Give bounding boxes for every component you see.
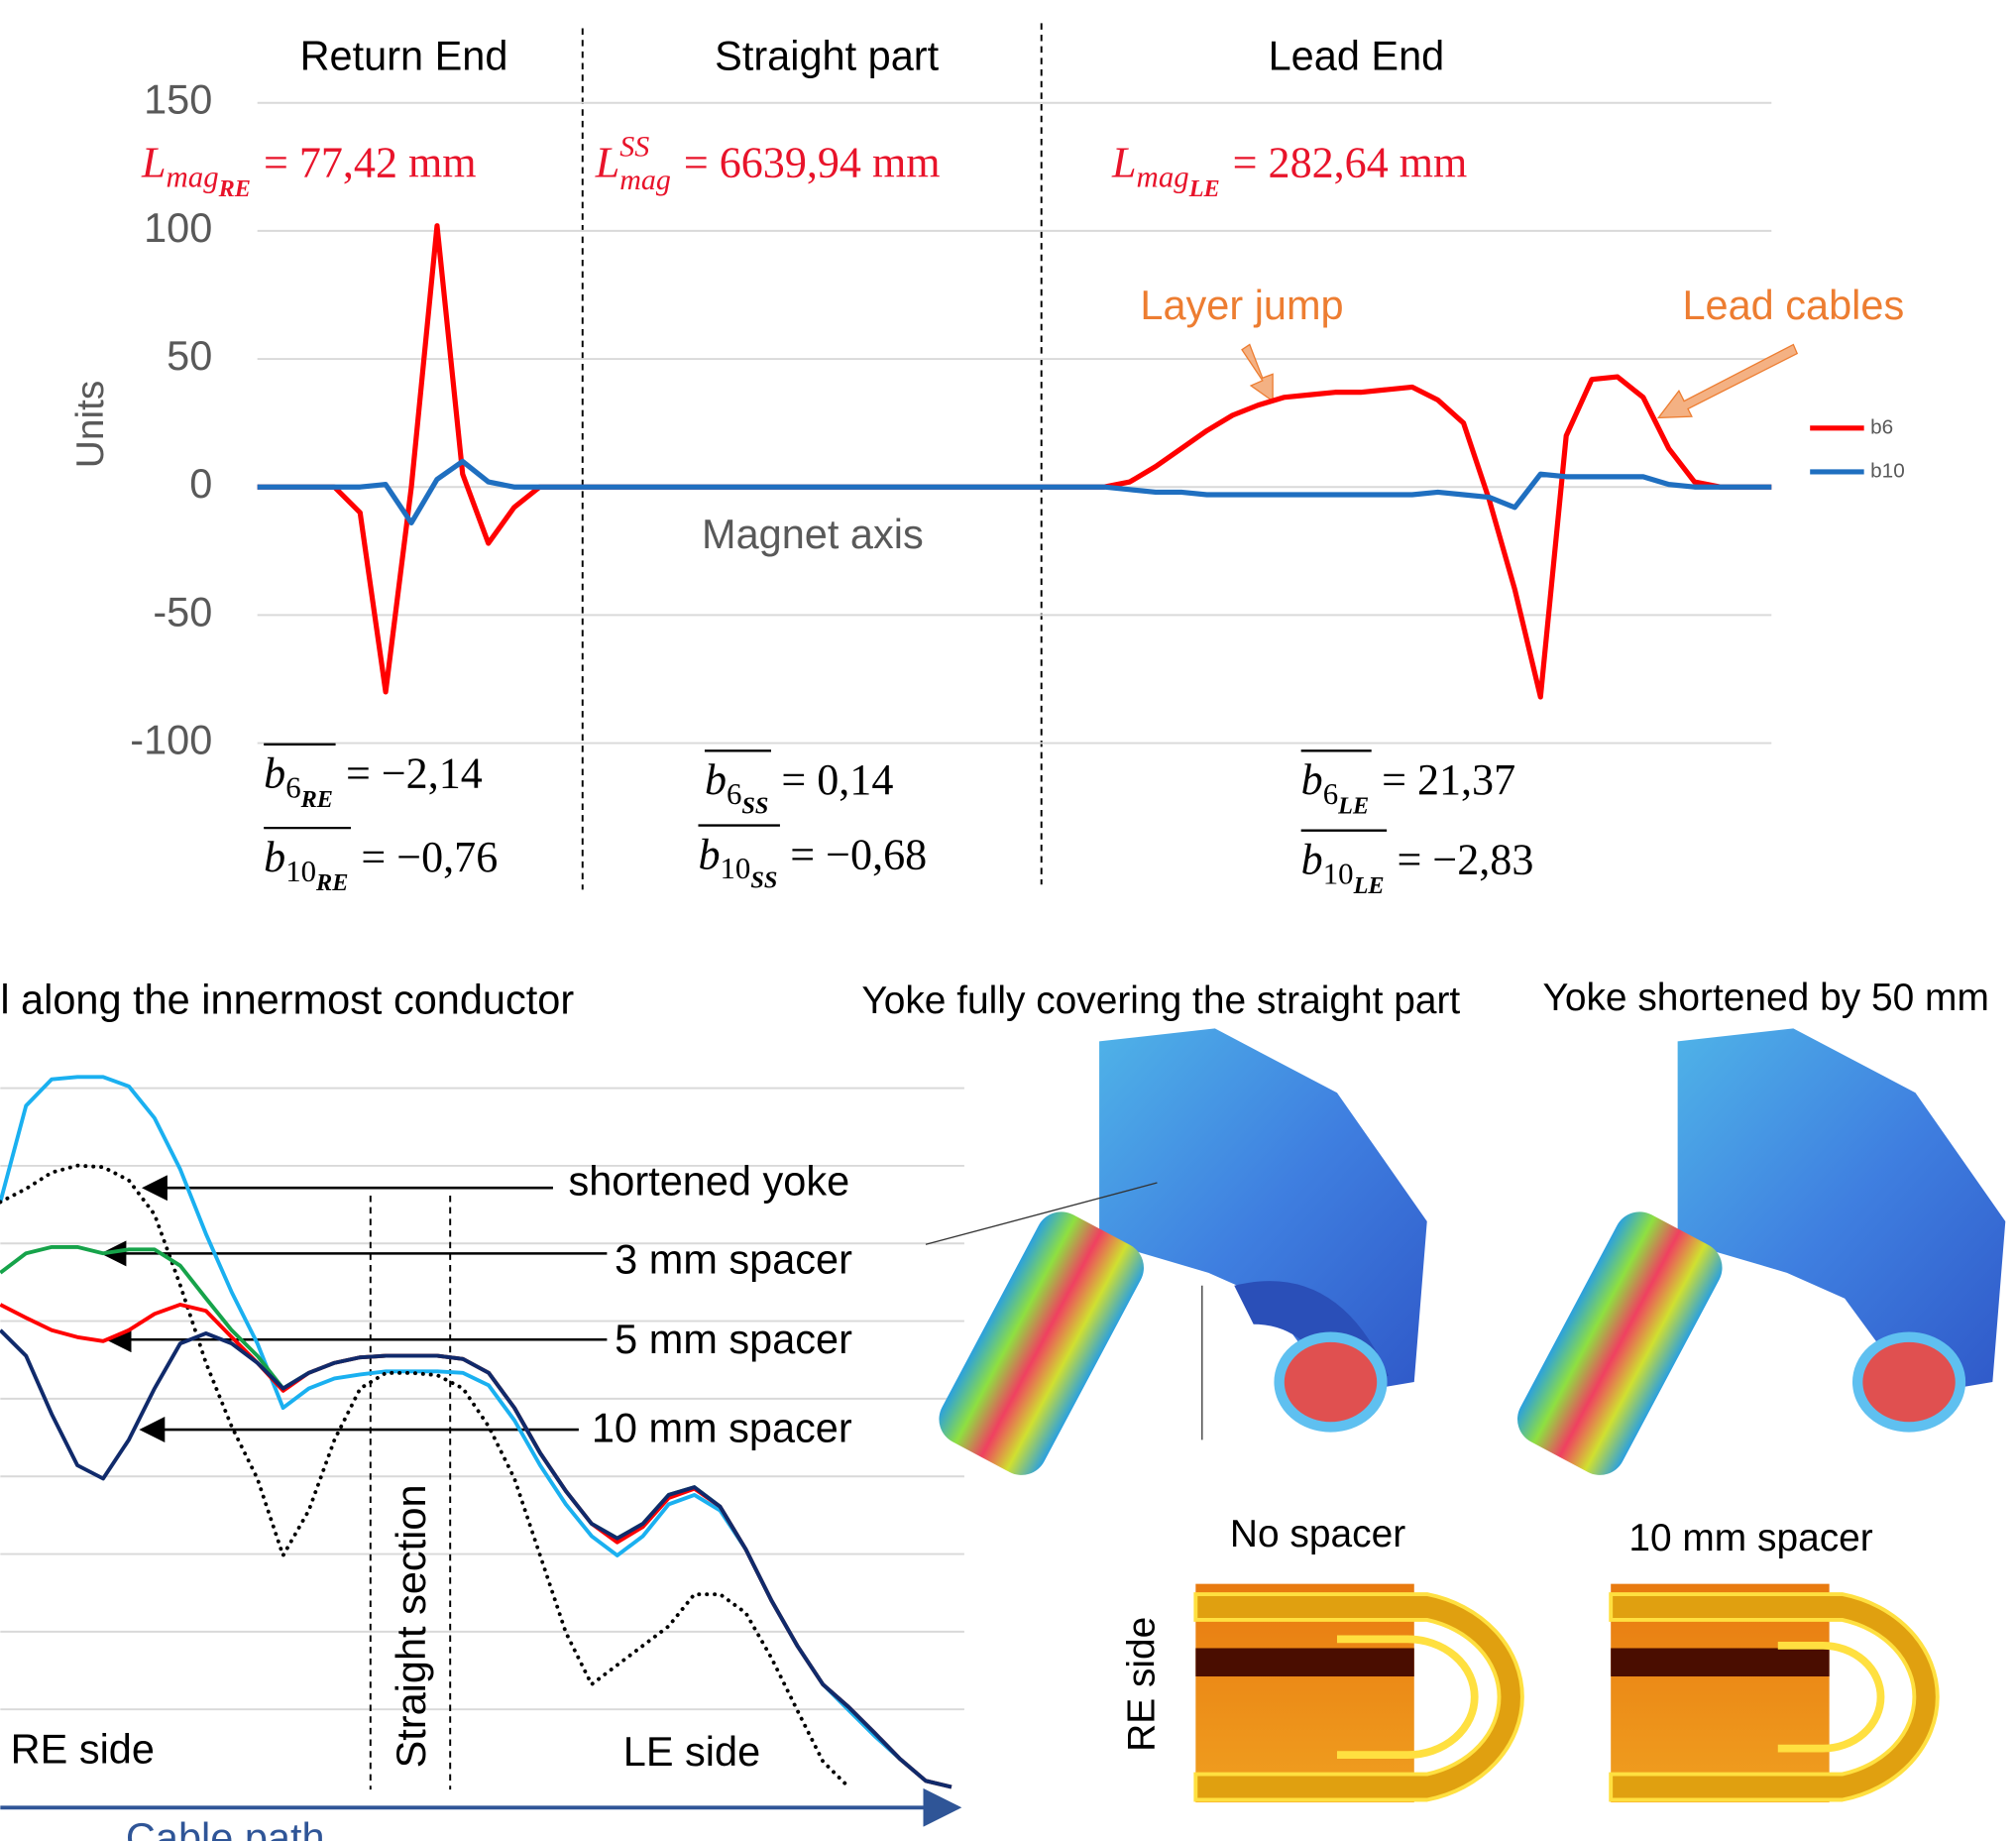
series-label: 10 mm spacer xyxy=(592,1404,852,1450)
yoke-render xyxy=(926,1028,1427,1484)
yoke xyxy=(1678,1028,2006,1395)
annotation-arrow xyxy=(1242,345,1273,402)
formula-base: b xyxy=(264,833,285,881)
formula-rest: = −0,76 xyxy=(361,833,498,881)
formula: b6LE = 21,37 xyxy=(1301,755,1515,819)
coil-body xyxy=(930,1203,1153,1484)
formula-sub: 10 xyxy=(721,852,751,885)
chart-title: l along the innermost conductor xyxy=(0,976,574,1022)
formula-rest: = 77,42 mm xyxy=(264,139,477,187)
y-tick-label: 150 xyxy=(144,76,212,123)
formula-base: L xyxy=(595,139,620,187)
formula-rest: = −2,83 xyxy=(1398,836,1534,884)
yoke xyxy=(1099,1028,1427,1395)
formula-rest: = 21,37 xyxy=(1382,755,1515,804)
section-label: Return End xyxy=(300,33,508,79)
section-label: Straight section xyxy=(388,1484,434,1768)
legend-label: b6 xyxy=(1870,415,1893,438)
y-tick-label: 0 xyxy=(189,460,212,507)
formula-sub: mag xyxy=(166,161,218,194)
panel-title: Yoke fully covering the straight part xyxy=(861,979,1460,1022)
y-tick-label: -50 xyxy=(153,588,212,634)
formula-subsub: RE xyxy=(315,869,348,896)
formula-base: b xyxy=(698,830,720,878)
formula-base: b xyxy=(1301,755,1323,804)
formula-subsub: LE xyxy=(1337,792,1369,819)
formula-rest: = 6639,94 mm xyxy=(684,139,941,187)
section-label: Straight part xyxy=(715,33,939,79)
series-label: 5 mm spacer xyxy=(615,1316,852,1362)
series-label: shortened yoke xyxy=(568,1157,849,1204)
coil-end-render xyxy=(1611,1584,1938,1802)
series-line xyxy=(258,226,1772,697)
formula-sub: 6 xyxy=(1323,777,1338,811)
formula-sup: SS xyxy=(619,130,649,163)
formula-rest: = −2,14 xyxy=(346,749,483,798)
coil-gap xyxy=(1195,1648,1413,1676)
annotation: Lead cables xyxy=(1682,282,1904,328)
formula: b6RE = −2,14 xyxy=(264,749,483,813)
formula-subsub: RE xyxy=(218,174,251,201)
x-axis-label: Cable path xyxy=(126,1814,325,1841)
y-tick-label: 50 xyxy=(167,332,212,379)
formula: b6SS = 0,14 xyxy=(705,755,893,819)
legend-label: b10 xyxy=(1870,459,1905,482)
page: {"chart_data": [ {"type": "line", "secti… xyxy=(0,0,2016,1841)
panel-label: 10 mm spacer xyxy=(1628,1517,1872,1559)
formula-base: L xyxy=(141,139,167,187)
coil-end xyxy=(1280,1337,1383,1428)
section-label: Lead End xyxy=(1269,33,1445,79)
series-label: 3 mm spacer xyxy=(615,1235,852,1282)
formula-subsub: SS xyxy=(741,792,768,819)
yoke-render xyxy=(1509,1028,2005,1484)
side-label: RE side xyxy=(1121,1617,1164,1752)
annotation: Layer jump xyxy=(1140,282,1343,328)
coil-gap xyxy=(1611,1648,1829,1676)
series-line xyxy=(0,1305,952,1787)
formula-sub: mag xyxy=(619,164,671,196)
formula: b10LE = −2,83 xyxy=(1301,836,1534,899)
formula-base: b xyxy=(1301,836,1323,884)
series-line xyxy=(258,461,1772,522)
formula: b10RE = −0,76 xyxy=(264,833,498,896)
formula-subsub: RE xyxy=(300,785,333,812)
annotation: Magnet axis xyxy=(702,511,924,557)
formula-rest: = 0,14 xyxy=(781,755,893,804)
formula-sub: 10 xyxy=(285,855,316,888)
formula-base: b xyxy=(264,749,285,798)
figure: Units Return End Straight part Lead End … xyxy=(0,0,2016,1841)
formula-subsub: SS xyxy=(750,866,777,893)
coil-render xyxy=(930,1203,1153,1484)
formula: LmagRE = 77,42 mm xyxy=(141,139,477,202)
coil-body xyxy=(1509,1203,1732,1484)
panel-label: No spacer xyxy=(1230,1513,1405,1555)
coil-render xyxy=(1509,1203,1732,1484)
section-label: RE side xyxy=(11,1725,155,1772)
formula-sub: 6 xyxy=(285,771,300,805)
formula-sub: mag xyxy=(1137,161,1189,194)
y-tick-label: -100 xyxy=(130,716,212,762)
panel-title: Yoke shortened by 50 mm xyxy=(1542,977,1988,1019)
label-arrows xyxy=(103,1188,607,1430)
formula: LmagLE = 282,64 mm xyxy=(1111,139,1467,202)
formula-base: b xyxy=(705,755,727,804)
formula-rest: = −0,68 xyxy=(790,830,927,878)
annotation-arrow xyxy=(1658,345,1797,418)
formula-sub: 10 xyxy=(1323,857,1354,890)
section-label: LE side xyxy=(623,1728,760,1775)
y-tick-label: 100 xyxy=(144,204,212,251)
coil-end-render xyxy=(1195,1584,1522,1802)
formula: b10SS = −0,68 xyxy=(698,830,927,893)
formula-base: L xyxy=(1111,139,1137,187)
formula-subsub: LE xyxy=(1353,871,1385,898)
formula-rest: = 282,64 mm xyxy=(1233,139,1468,187)
y-axis-label: Units xyxy=(69,381,112,469)
formula-subsub: LE xyxy=(1188,174,1220,201)
coil-end xyxy=(1857,1337,1960,1428)
formula-sub: 6 xyxy=(727,777,741,811)
